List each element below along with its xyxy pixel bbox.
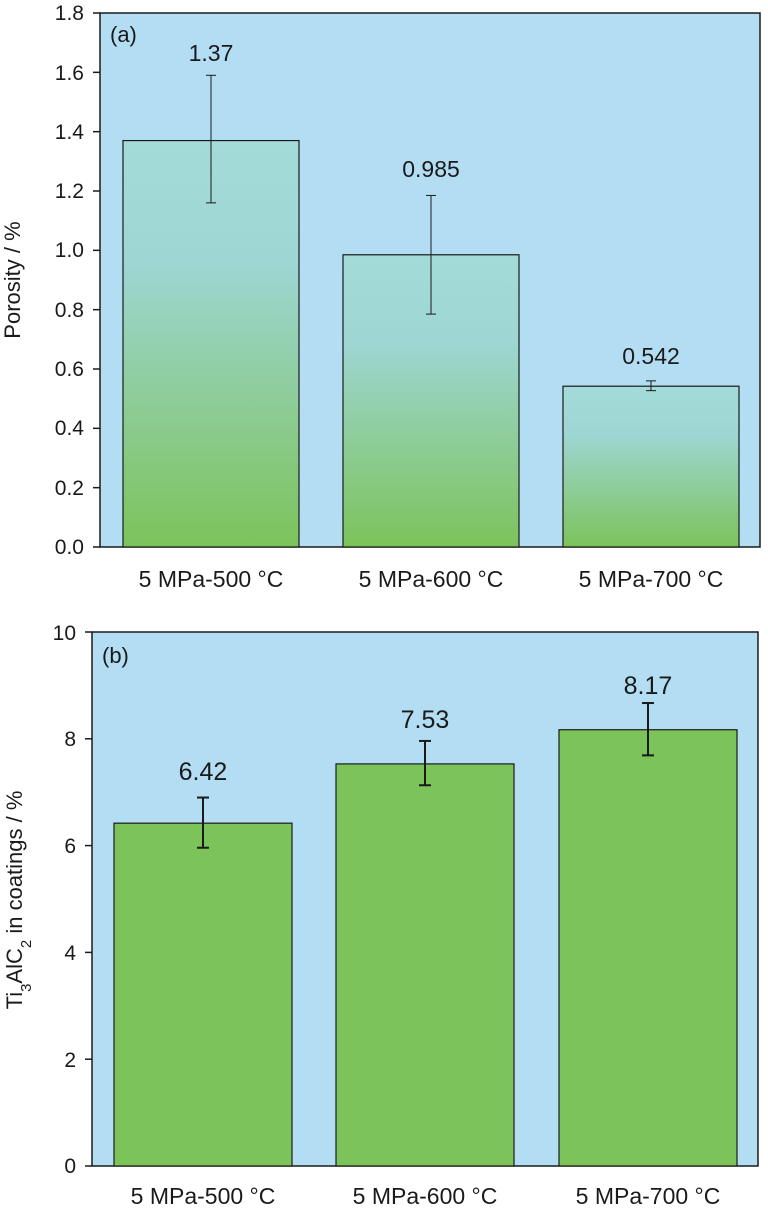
value-label: 0.985 (402, 156, 460, 182)
value-label: 1.37 (189, 40, 234, 66)
y-tick-label: 0.8 (55, 299, 84, 322)
x-tick-label: 5 MPa-600 °C (353, 1183, 498, 1209)
bar (335, 763, 515, 1167)
y-tick-label: 8 (64, 728, 76, 751)
bars-b (113, 729, 738, 1167)
y-ticks-b (85, 631, 92, 1167)
y-ticks-a (93, 12, 100, 548)
y-tick-labels-a: 0.0 0.2 0.4 0.6 0.8 1.0 1.2 1.4 1.6 1.8 (55, 2, 85, 559)
error-bars-a (206, 74, 656, 392)
y-tick-label: 1.8 (55, 2, 84, 25)
y-tick-label: 10 (53, 622, 76, 645)
y-tick-label: 0.0 (55, 536, 84, 559)
y-axis-label-a: Porosity / % (0, 221, 25, 338)
x-tick-label: 5 MPa-500 °C (139, 566, 284, 592)
value-labels-b: 6.42 7.53 8.17 (179, 672, 673, 786)
x-tick-label: 5 MPa-600 °C (359, 566, 504, 592)
chart-panel-b: 6.42 7.53 8.17 0 2 4 6 8 10 5 MPa-500 °C… (2, 622, 759, 1209)
value-label: 8.17 (624, 672, 673, 700)
x-tick-label: 5 MPa-500 °C (131, 1183, 276, 1209)
y-tick-label: 0.6 (55, 358, 84, 381)
error-bar (419, 739, 431, 787)
value-label: 7.53 (401, 706, 450, 734)
bar (113, 822, 293, 1167)
panel-label-b: (b) (102, 643, 129, 668)
error-bar (642, 702, 654, 757)
error-bar (197, 796, 209, 849)
y-tick-labels-b: 0 2 4 6 8 10 (53, 622, 77, 1178)
y-tick-label: 2 (64, 1049, 76, 1072)
y-tick-label: 1.6 (55, 62, 84, 85)
y-tick-label: 0.4 (55, 417, 85, 440)
value-label: 6.42 (179, 758, 228, 786)
y-tick-label: 6 (64, 835, 76, 858)
bar (562, 385, 740, 548)
error-bar (426, 194, 436, 315)
error-bar (206, 74, 216, 204)
bar (558, 729, 738, 1167)
x-tick-labels-b: 5 MPa-500 °C 5 MPa-600 °C 5 MPa-700 °C (131, 1183, 721, 1209)
error-bar (646, 380, 656, 392)
error-bars-b (197, 702, 654, 849)
y-tick-label: 1.0 (55, 239, 84, 262)
bar (122, 139, 300, 548)
x-tick-label: 5 MPa-700 °C (579, 566, 724, 592)
y-tick-label: 1.4 (55, 121, 85, 144)
y-tick-label: 4 (64, 942, 76, 965)
y-tick-label: 0 (64, 1155, 76, 1178)
panel-label-a: (a) (110, 22, 137, 47)
value-label: 0.542 (622, 343, 680, 369)
chart-panel-a: 1.37 0.985 0.542 0.0 0.2 0.4 0.6 0.8 1.0… (0, 2, 761, 592)
y-tick-label: 1.2 (55, 180, 84, 203)
y-axis-label-b: Ti3AlC2 in coatings / % (2, 791, 35, 1010)
x-tick-labels-a: 5 MPa-500 °C 5 MPa-600 °C 5 MPa-700 °C (139, 566, 724, 592)
x-tick-label: 5 MPa-700 °C (576, 1183, 721, 1209)
y-tick-label: 0.2 (55, 477, 84, 500)
value-labels-a: 1.37 0.985 0.542 (189, 40, 680, 369)
